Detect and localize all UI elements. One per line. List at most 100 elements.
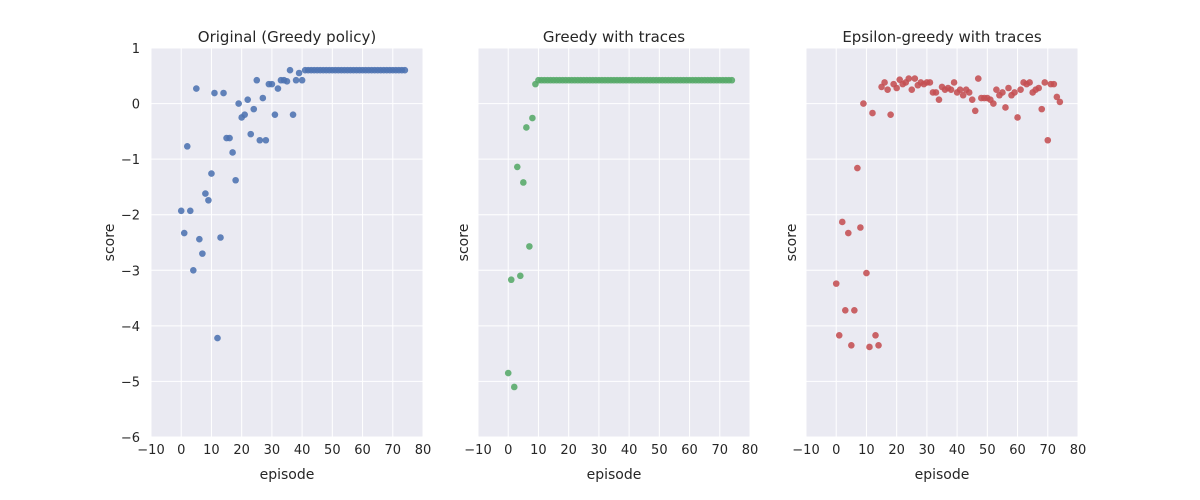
x-tick-label: 20 (888, 443, 905, 458)
data-point (851, 306, 858, 314)
data-point (1044, 136, 1052, 144)
x-tick-label: 30 (591, 443, 608, 458)
y-axis-label: score (784, 224, 800, 262)
data-point (926, 79, 934, 86)
y-tick-label: −4 (121, 320, 140, 335)
data-point (893, 84, 900, 92)
data-point (517, 272, 524, 280)
chart-panel-3: −10 0 10 20 30 40 50 60 70 80 Epsilon-greedy with … (784, 28, 1086, 483)
x-tick-label: 40 (294, 443, 311, 458)
data-point (208, 170, 215, 177)
data-point (183, 143, 191, 150)
data-point (523, 124, 530, 131)
data-point (1053, 93, 1061, 101)
data-point (199, 250, 206, 257)
data-point (999, 89, 1006, 96)
chart-title: Greedy with traces (543, 28, 685, 46)
data-point (253, 76, 261, 84)
data-point (202, 190, 209, 197)
data-point (250, 105, 258, 113)
x-tick-label: 40 (621, 443, 638, 458)
x-tick-label: 40 (949, 443, 966, 458)
chart-title: Epsilon-greedy with traces (842, 28, 1042, 46)
data-point (1026, 79, 1033, 86)
x-tick-label: 20 (233, 443, 250, 458)
data-point (271, 111, 279, 118)
data-point (1038, 105, 1046, 113)
x-tick-label: 0 (177, 443, 185, 458)
plot-background (806, 48, 1078, 437)
data-point (217, 234, 224, 241)
y-tick-label: 1 (132, 42, 140, 57)
x-tick-label: 80 (415, 443, 432, 458)
data-point (286, 66, 294, 74)
data-point (841, 306, 849, 314)
y-axis-label: score (456, 224, 472, 262)
data-point (510, 383, 518, 391)
data-point (838, 218, 846, 226)
data-point (860, 100, 867, 107)
data-point (869, 109, 876, 117)
y-tick-label: −1 (121, 153, 140, 168)
data-point (974, 75, 982, 82)
data-point (875, 342, 882, 349)
data-point (968, 96, 976, 103)
x-tick-label: 80 (742, 443, 759, 458)
data-point (241, 111, 248, 118)
data-point (887, 111, 894, 118)
data-point (872, 332, 879, 339)
y-tick-label: −5 (121, 375, 140, 390)
x-tick-label: 10 (858, 443, 875, 458)
data-point (220, 89, 227, 97)
data-point (232, 176, 239, 184)
data-point (911, 75, 919, 82)
chart-panel-2: −10 0 10 20 30 40 50 60 70 80 Greedy with traces ep… (456, 28, 758, 483)
x-tick-label: 10 (530, 443, 547, 458)
data-point (193, 85, 200, 92)
data-point (1014, 114, 1021, 121)
data-point (1056, 98, 1064, 106)
data-point (298, 76, 306, 84)
data-point (848, 342, 855, 349)
data-point (956, 86, 964, 93)
y-axis-label: score (102, 224, 118, 262)
data-point (866, 343, 873, 351)
data-point (932, 89, 940, 96)
x-tick-label: 10 (203, 443, 220, 458)
data-point (196, 235, 203, 243)
x-tick-label: 50 (324, 443, 341, 458)
y-tick-label: −6 (121, 431, 140, 446)
x-tick-label: 60 (681, 443, 698, 458)
data-point (1002, 104, 1009, 111)
data-point (965, 89, 973, 96)
x-tick-label: −10 (464, 443, 491, 458)
y-tick-label: 0 (132, 98, 140, 113)
plot-background (478, 48, 750, 437)
data-point (256, 136, 264, 144)
plot-background (151, 48, 423, 437)
data-point (244, 96, 252, 103)
data-point (993, 86, 1000, 93)
data-point (504, 369, 512, 377)
data-point (1017, 86, 1024, 93)
x-axis-label: episode (260, 467, 315, 483)
x-tick-label: −10 (137, 443, 164, 458)
data-point (235, 100, 242, 107)
x-tick-label: 50 (979, 443, 996, 458)
data-point (211, 89, 218, 97)
data-point (947, 86, 955, 93)
data-point (845, 229, 852, 237)
data-point (529, 114, 536, 122)
y-tick-label: −3 (121, 264, 140, 279)
data-point (186, 207, 194, 215)
x-axis-label: episode (587, 467, 642, 483)
data-point (908, 86, 916, 93)
x-tick-label: 50 (651, 443, 668, 458)
y-tick-label: −2 (121, 209, 140, 224)
data-point (214, 334, 221, 342)
data-point (268, 80, 276, 88)
data-point (884, 86, 891, 93)
data-point (1035, 84, 1043, 92)
data-point (292, 76, 300, 84)
